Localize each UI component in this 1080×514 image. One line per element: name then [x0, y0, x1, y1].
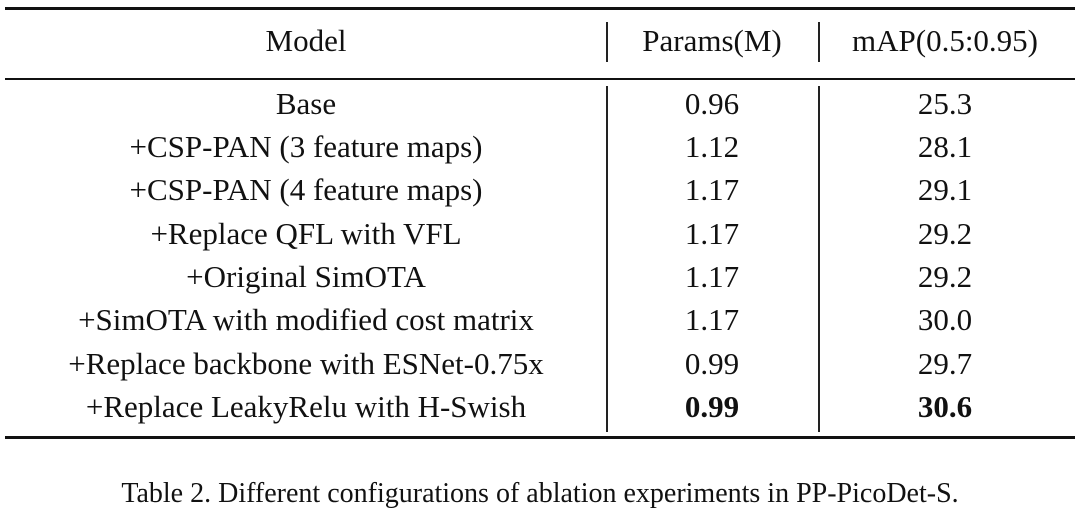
row-model: Base [275, 86, 337, 121]
row-params: 0.99 [684, 346, 740, 381]
header-column-divider-1 [606, 22, 608, 62]
table-row: +CSP-PAN (4 feature maps) 1.17 29.1 [0, 168, 1080, 212]
row-model: +Replace QFL with VFL [150, 216, 462, 251]
row-map: 30.0 [917, 302, 973, 337]
table-row: +CSP-PAN (3 feature maps) 1.12 28.1 [0, 125, 1080, 169]
row-params: 1.12 [684, 129, 740, 164]
header-model: Model [265, 23, 347, 58]
row-model: +SimOTA with modified cost matrix [78, 302, 534, 337]
row-params: 1.17 [684, 216, 740, 251]
row-map: 29.2 [917, 259, 973, 294]
row-model: +CSP-PAN (3 feature maps) [129, 129, 483, 164]
row-map-best: 30.6 [917, 389, 973, 424]
table-row: +Original SimOTA 1.17 29.2 [0, 255, 1080, 299]
header-params: Params(M) [642, 23, 782, 58]
table-row: +SimOTA with modified cost matrix 1.17 3… [0, 298, 1080, 342]
table-row: Base 0.96 25.3 [0, 82, 1080, 126]
row-map: 29.7 [917, 346, 973, 381]
table-caption: Table 2. Different configurations of abl… [121, 478, 959, 509]
header-map: mAP(0.5:0.95) [852, 23, 1038, 58]
table-bottom-rule [5, 436, 1075, 439]
row-model: +Original SimOTA [186, 259, 426, 294]
table-top-rule [5, 7, 1075, 10]
row-params: 1.17 [684, 302, 740, 337]
row-model: +Replace LeakyRelu with H-Swish [85, 389, 527, 424]
row-params: 1.17 [684, 172, 740, 207]
row-map: 29.2 [917, 216, 973, 251]
body-column-divider-2 [818, 86, 820, 432]
table-row: +Replace QFL with VFL 1.17 29.2 [0, 212, 1080, 256]
body-column-divider-1 [606, 86, 608, 432]
table-header-rule [5, 78, 1075, 80]
row-map: 28.1 [917, 129, 973, 164]
row-map: 25.3 [917, 86, 973, 121]
row-model: +CSP-PAN (4 feature maps) [129, 172, 483, 207]
row-params: 0.96 [684, 86, 740, 121]
row-map: 29.1 [917, 172, 973, 207]
table-row: +Replace LeakyRelu with H-Swish 0.99 30.… [0, 385, 1080, 429]
table-row: +Replace backbone with ESNet-0.75x 0.99 … [0, 342, 1080, 386]
header-column-divider-2 [818, 22, 820, 62]
row-model: +Replace backbone with ESNet-0.75x [68, 346, 544, 381]
row-params-best: 0.99 [684, 389, 740, 424]
row-params: 1.17 [684, 259, 740, 294]
